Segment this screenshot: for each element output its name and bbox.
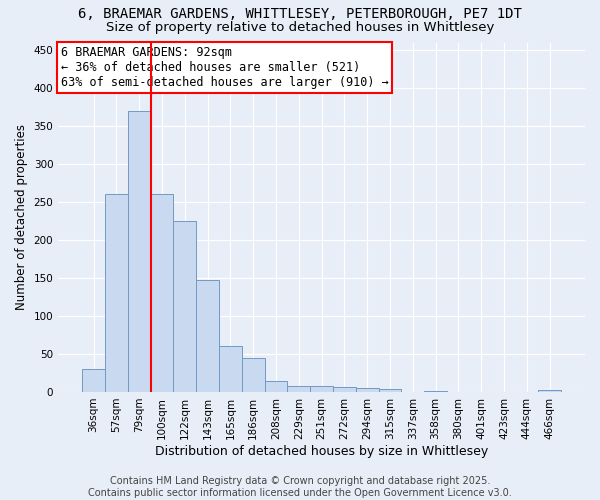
Bar <box>287 386 310 392</box>
Y-axis label: Number of detached properties: Number of detached properties <box>15 124 28 310</box>
Text: Contains HM Land Registry data © Crown copyright and database right 2025.
Contai: Contains HM Land Registry data © Crown c… <box>88 476 512 498</box>
Bar <box>242 358 265 392</box>
Bar <box>196 280 219 392</box>
X-axis label: Distribution of detached houses by size in Whittlesey: Distribution of detached houses by size … <box>155 444 488 458</box>
Bar <box>424 391 447 392</box>
Bar <box>356 388 379 392</box>
Text: Size of property relative to detached houses in Whittlesey: Size of property relative to detached ho… <box>106 22 494 35</box>
Bar <box>310 386 333 392</box>
Text: 6, BRAEMAR GARDENS, WHITTLESEY, PETERBOROUGH, PE7 1DT: 6, BRAEMAR GARDENS, WHITTLESEY, PETERBOR… <box>78 8 522 22</box>
Bar <box>105 194 128 392</box>
Bar <box>82 369 105 392</box>
Bar <box>128 111 151 392</box>
Bar <box>333 386 356 392</box>
Bar <box>173 221 196 392</box>
Bar <box>538 390 561 392</box>
Bar <box>151 194 173 392</box>
Bar <box>379 389 401 392</box>
Bar <box>265 380 287 392</box>
Text: 6 BRAEMAR GARDENS: 92sqm
← 36% of detached houses are smaller (521)
63% of semi-: 6 BRAEMAR GARDENS: 92sqm ← 36% of detach… <box>61 46 389 89</box>
Bar <box>219 346 242 392</box>
